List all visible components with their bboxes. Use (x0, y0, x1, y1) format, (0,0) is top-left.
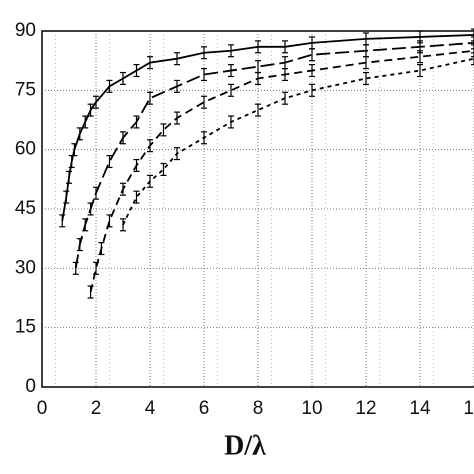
error-bar (82, 218, 89, 232)
error-bar (255, 60, 261, 74)
error-bar (76, 238, 83, 252)
y-tick-label: 45 (15, 198, 36, 219)
error-bar (98, 242, 105, 256)
error-bar (63, 190, 70, 204)
x-tick-label: 4 (145, 398, 156, 419)
error-bar (201, 46, 207, 60)
error-bar (282, 67, 288, 82)
error-bar (68, 155, 75, 169)
error-bar (228, 44, 234, 58)
error-bar (471, 44, 474, 58)
x-tick-label: 14 (409, 398, 431, 419)
x-axis-label: D/λ (224, 430, 266, 461)
error-bar (147, 91, 153, 105)
error-bar (417, 50, 423, 64)
error-bar (93, 95, 99, 109)
series-line (89, 49, 474, 293)
error-bar (120, 71, 126, 86)
error-bar (120, 131, 126, 145)
series-line (74, 41, 474, 269)
plot-frame (41, 30, 474, 388)
x-tick-label: 12 (355, 398, 376, 419)
error-bar (228, 64, 234, 78)
error-bar (201, 95, 207, 109)
error-bar (120, 218, 126, 232)
error-bar (282, 40, 288, 54)
y-tick-label: 60 (15, 139, 36, 160)
error-bar (309, 83, 315, 97)
error-bar (471, 36, 474, 50)
error-bar (160, 123, 167, 137)
error-bar (255, 103, 261, 117)
error-bar (106, 214, 113, 228)
error-bar (174, 147, 180, 161)
series-line (122, 57, 474, 226)
x-tick-label: 0 (37, 398, 48, 419)
error-bar (255, 40, 261, 54)
x-tick-label: 2 (91, 398, 102, 419)
error-bar (133, 115, 140, 129)
y-tick-label: 75 (15, 79, 36, 100)
error-bar (174, 79, 180, 93)
x-tick-label: 8 (253, 398, 264, 419)
error-bar (71, 143, 78, 157)
error-bar (363, 56, 369, 70)
error-bar (66, 170, 72, 184)
error-bar (133, 158, 140, 173)
error-bar (106, 79, 113, 93)
series-line (61, 34, 474, 222)
error-bar (363, 71, 369, 86)
error-bar (106, 155, 113, 169)
error-bar (93, 186, 99, 200)
y-tick-label: 0 (25, 376, 36, 397)
y-tick-label: 15 (15, 317, 36, 338)
error-bar (147, 174, 153, 188)
y-tick-label: 30 (15, 257, 36, 278)
error-bar (471, 28, 474, 42)
error-bar (147, 56, 153, 70)
error-bar (87, 285, 94, 299)
x-tick-label: 16 (463, 398, 474, 419)
error-bar (87, 202, 94, 216)
error-bar (133, 64, 140, 78)
error-bar (160, 162, 167, 176)
error-bar (282, 91, 288, 105)
error-bar (228, 115, 234, 129)
x-tick-label: 10 (301, 398, 322, 419)
x-tick-label: 6 (199, 398, 210, 419)
error-bar (471, 52, 474, 66)
error-bar (228, 83, 234, 97)
error-bar (309, 48, 315, 62)
error-bar (93, 261, 99, 275)
error-bar (82, 115, 89, 129)
error-bar (87, 103, 94, 117)
error-bar (147, 139, 153, 153)
error-bar (72, 261, 79, 275)
error-bar (255, 71, 261, 86)
error-bar (174, 111, 180, 125)
error-bar (174, 52, 180, 66)
error-bar (120, 182, 126, 196)
error-bar (309, 64, 315, 78)
error-bar (201, 131, 207, 145)
error-bar (76, 127, 83, 141)
error-bar (417, 64, 423, 78)
error-bar (59, 214, 66, 228)
error-bar (133, 190, 140, 204)
y-tick-label: 90 (15, 20, 36, 41)
error-bar (201, 67, 207, 82)
